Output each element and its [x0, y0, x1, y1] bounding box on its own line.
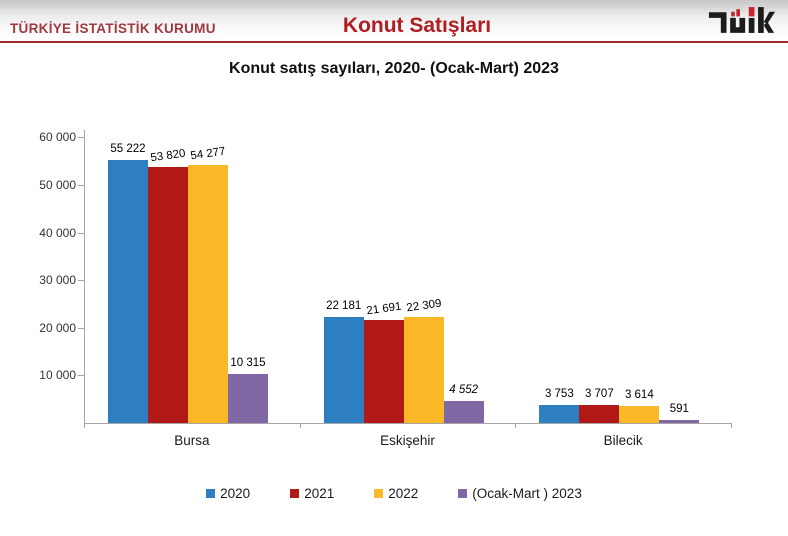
y-axis-tick — [78, 375, 84, 377]
bar-ocak-mart-2023-bursa — [228, 373, 268, 423]
legend-label-2020: 2020 — [220, 486, 251, 501]
legend-label-2021: 2021 — [304, 486, 335, 501]
legend-swatch-ocak-mart-2023 — [458, 489, 468, 498]
bar-2022-eskisehir — [403, 316, 444, 423]
bar-2021-eskisehir — [363, 319, 404, 423]
category-label-bilecik: Bilecik — [603, 433, 643, 448]
y-axis-tick — [78, 185, 84, 186]
bar-label-2020-eskisehir: 22 181 — [326, 300, 362, 313]
bar-2021-bilecik — [579, 405, 620, 423]
x-axis-tick — [299, 423, 301, 428]
legend-item-2020: 2020 — [206, 486, 250, 501]
bar-label-2020-bursa: 55 222 — [110, 143, 146, 156]
category-label-bursa: Bursa — [174, 433, 210, 448]
y-axis-label: 60 000 — [39, 130, 76, 145]
bar-label-2022-bursa: 54 277 — [189, 145, 227, 163]
bar-label-2020-bilecik: 3 753 — [544, 388, 574, 401]
bar-2020-eskisehir — [323, 317, 364, 423]
y-axis-tick — [78, 280, 84, 282]
bar-label-2021-bilecik: 3 707 — [584, 388, 614, 401]
bar-ocak-mart-2023-bilecik — [659, 420, 700, 423]
bar-2020-bilecik — [539, 405, 580, 423]
legend-swatch-2020 — [206, 489, 216, 498]
category-label-eskisehir: Eskişehir — [380, 433, 435, 448]
y-axis-label: 50 000 — [39, 178, 76, 192]
legend-label-2022: 2022 — [388, 486, 419, 501]
bar-label-2022-eskisehir: 22 309 — [405, 297, 442, 315]
legend-swatch-2021 — [290, 489, 300, 498]
page-title: Konut Satışları — [342, 14, 492, 37]
bar-label-2022-bilecik: 3 614 — [624, 388, 654, 401]
bar-2020-bursa — [108, 160, 148, 423]
y-axis-tick — [78, 327, 84, 329]
legend-label-ocak-mart-2023: (Ocak-Mart ) 2023 — [472, 486, 582, 501]
y-axis-label: 30 000 — [39, 273, 76, 288]
x-axis-tick — [84, 423, 85, 428]
x-axis-tick — [731, 423, 732, 428]
x-axis-tick — [515, 423, 517, 428]
y-axis-tick — [78, 232, 84, 234]
y-axis-label: 20 000 — [39, 320, 76, 335]
bar-2022-bursa — [188, 164, 228, 423]
bar-ocak-mart-2023-eskisehir — [443, 401, 484, 423]
y-axis-label: 10 000 — [39, 368, 76, 383]
bar-label-ocak-mart-2023-eskisehir: 4 552 — [449, 384, 479, 397]
y-axis-label: 40 000 — [39, 225, 76, 240]
y-axis-tick — [78, 137, 84, 139]
bar-label-ocak-mart-2023-bursa: 10 315 — [230, 356, 266, 369]
legend-item-ocak-mart-2023: (Ocak-Mart ) 2023 — [458, 486, 582, 501]
legend-item-2022: 2022 — [374, 486, 418, 501]
org-name: TÜRKİYE İSTATİSTİK KURUMU — [10, 21, 216, 36]
bar-label-ocak-mart-2023-bilecik: 591 — [669, 403, 689, 416]
bar-2021-bursa — [148, 166, 188, 423]
legend-item-2021: 2021 — [290, 486, 334, 501]
header: TÜRKİYE İSTATİSTİK KURUMU Konut Satışlar… — [0, 0, 788, 43]
chart-title: Konut satış sayıları, 2020- (Ocak-Mart) … — [229, 60, 559, 77]
legend: 2020 2021 2022 (Ocak-Mart ) 2023 — [0, 486, 788, 501]
x-axis-line — [84, 423, 732, 424]
bar-2022-bilecik — [619, 405, 660, 423]
legend-swatch-2022 — [374, 489, 384, 498]
y-axis-line — [84, 130, 85, 423]
plot-area: 10 000 20 000 30 000 40 000 50 000 60 000 55 2… — [39, 130, 732, 448]
tuik-logo-icon — [706, 5, 776, 35]
